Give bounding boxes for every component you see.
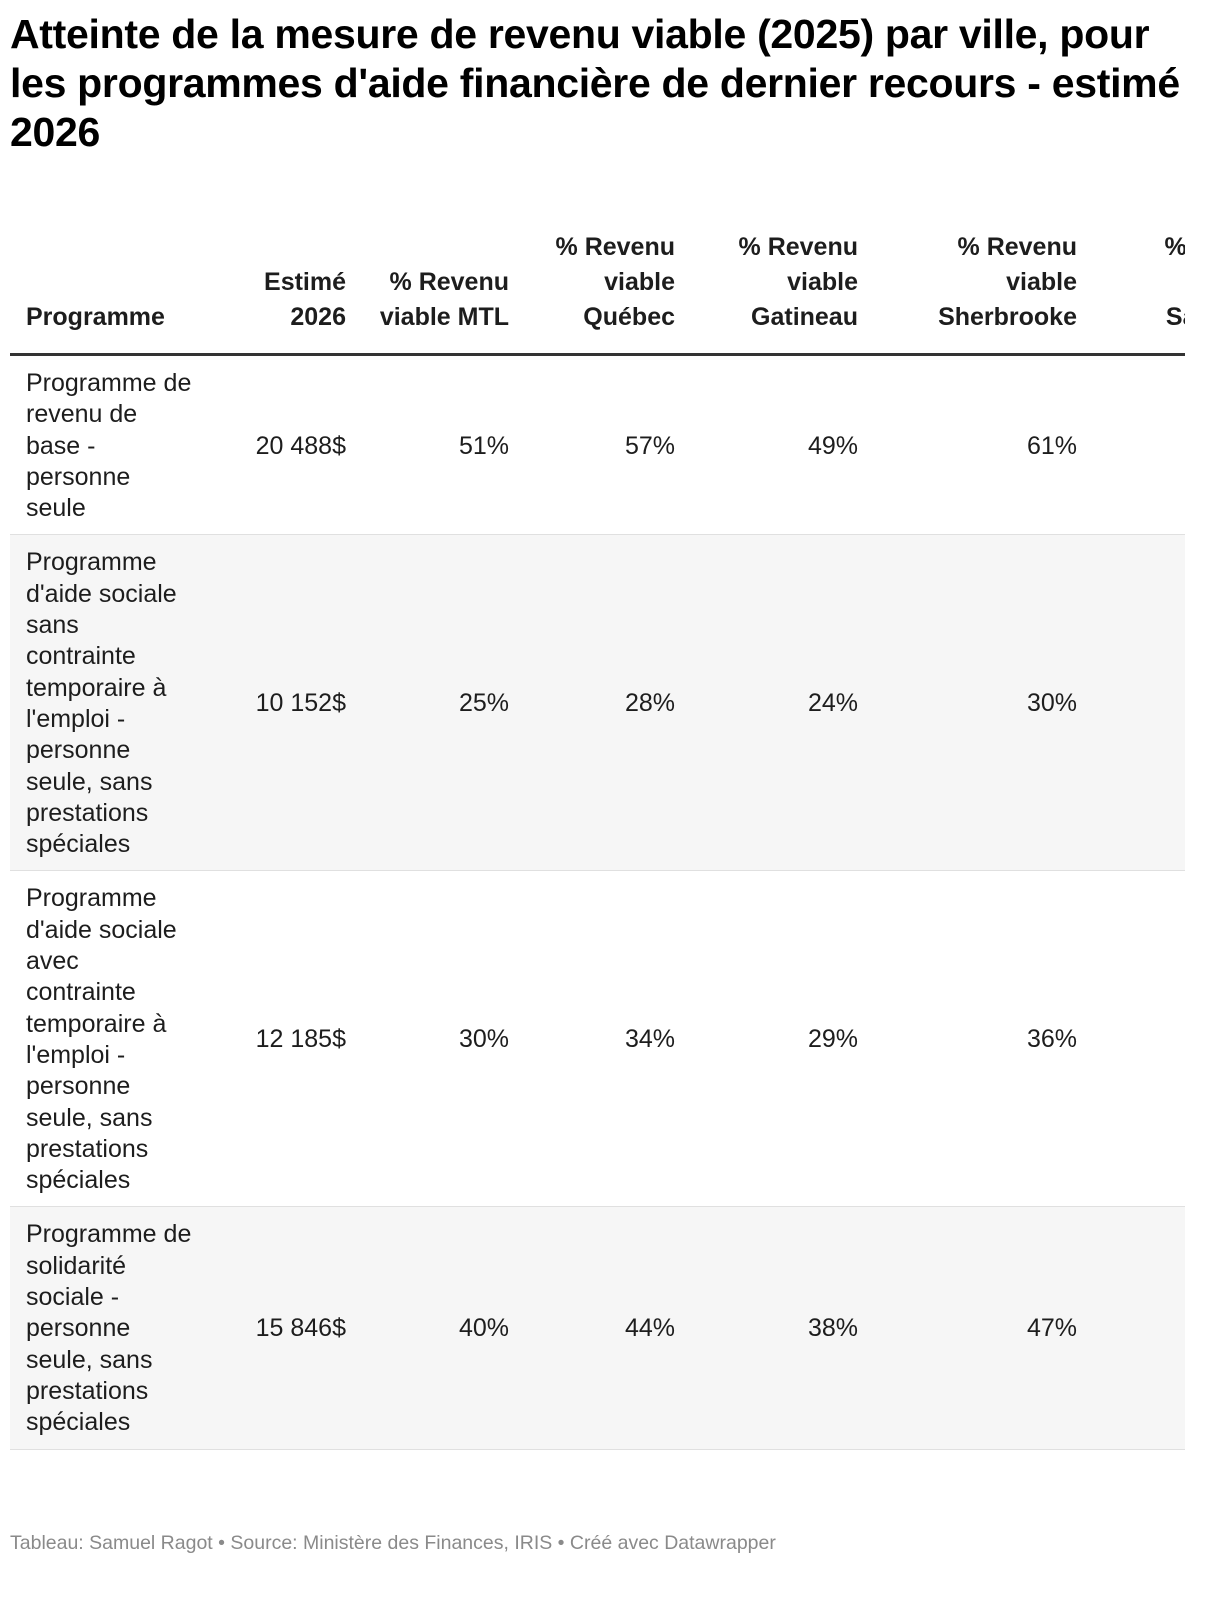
column-header: % Revenu viable Québec (525, 230, 691, 356)
table-row: Programme d'aide sociale sans contrainte… (10, 534, 1185, 872)
table-cell: Programme d'aide sociale sans contrainte… (10, 534, 210, 872)
table-cell: Programme de revenu de base - personne s… (10, 354, 210, 536)
table-wrap: Programme Estimé 2026% Revenu viable MTL%… (10, 230, 1185, 1450)
table-cell: 49% (691, 354, 874, 536)
table-cell: 61% (874, 354, 1093, 536)
table-cell (1093, 870, 1185, 1208)
table-cell: 24% (691, 534, 874, 872)
table-body: Programme de revenu de base - personne s… (10, 354, 1185, 1450)
table-cell: 38% (691, 1206, 874, 1450)
table-row: Programme d'aide sociale avec contrainte… (10, 870, 1185, 1208)
column-header: % Revenu viable Sherbrooke (874, 230, 1093, 356)
column-header: % Revenu viable Saguenay (1093, 230, 1185, 356)
column-header: Estimé 2026 (210, 230, 362, 356)
table-cell: 40% (362, 1206, 525, 1450)
table-cell: 10 152$ (210, 534, 362, 872)
table-row: Programme de solidarité sociale - person… (10, 1206, 1185, 1450)
table-cell: 15 846$ (210, 1206, 362, 1450)
table-row: Programme de revenu de base - personne s… (10, 354, 1185, 536)
footer: Tableau: Samuel Ragot • Source: Ministèr… (10, 1532, 776, 1554)
table-cell: 29% (691, 870, 874, 1208)
table-cell (1093, 354, 1185, 536)
column-header: % Revenu viable Gatineau (691, 230, 874, 356)
table-cell: 30% (874, 534, 1093, 872)
table-cell: 57% (525, 354, 691, 536)
table-cell: 44% (525, 1206, 691, 1450)
table-cell: Programme d'aide sociale avec contrainte… (10, 870, 210, 1208)
table-cell: Programme de solidarité sociale - person… (10, 1206, 210, 1450)
table-cell: 12 185$ (210, 870, 362, 1208)
table: Programme Estimé 2026% Revenu viable MTL%… (10, 230, 1185, 1450)
table-cell: 20 488$ (210, 354, 362, 536)
header-row: Programme Estimé 2026% Revenu viable MTL%… (10, 230, 1185, 356)
table-cell: 47% (874, 1206, 1093, 1450)
column-header: % Revenu viable MTL (362, 230, 525, 356)
table-cell (1093, 534, 1185, 872)
table-cell: 51% (362, 354, 525, 536)
table-cell: 28% (525, 534, 691, 872)
table-cell: 25% (362, 534, 525, 872)
table-cell: 30% (362, 870, 525, 1208)
title: Atteinte de la mesure de revenu viable (… (10, 11, 1180, 155)
column-header: Programme (10, 230, 210, 356)
table-cell (1093, 1206, 1185, 1450)
table-cell: 34% (525, 870, 691, 1208)
table-cell: 36% (874, 870, 1093, 1208)
